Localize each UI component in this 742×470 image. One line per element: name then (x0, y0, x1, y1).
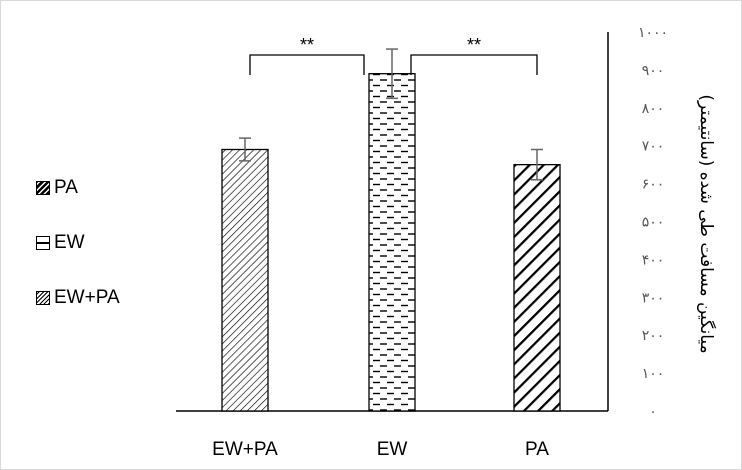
legend-label-ew-pa: EW+PA (54, 287, 120, 308)
x-tick-label-ew: EW (377, 439, 408, 460)
legend-swatch-pa (36, 181, 50, 195)
legend: PA EW EW+PA (36, 176, 120, 341)
legend-item-pa: PA (36, 176, 120, 200)
y-tick-label: ٠ (649, 404, 657, 420)
legend-item-ew: EW (36, 231, 120, 255)
bar-pa (513, 163, 561, 412)
y-tick-label: ۵٠٠ (642, 215, 665, 231)
y-axis-label: میانگین مسافت طی شده (سانتیمتر) (696, 94, 716, 354)
bar-ew-pa (221, 148, 269, 412)
legend-label-ew: EW (54, 232, 85, 253)
y-tick-label: ٩٠٠ (642, 63, 665, 79)
significance-label: ** (467, 35, 481, 55)
significance-label: ** (300, 35, 314, 55)
y-tick-label: ٧٠٠ (642, 139, 665, 155)
bar-ew (368, 73, 416, 412)
y-tick-label: ١٠٠٠ (638, 25, 668, 41)
y-tick-label: ٢٠٠ (642, 328, 665, 344)
y-tick-label: ١٠٠ (642, 366, 665, 382)
y-tick-label: ٨٠٠ (642, 101, 665, 117)
significance-bracket (249, 54, 365, 75)
x-tick-label-ew-pa: EW+PA (212, 439, 278, 460)
chart-marks: EW+PA EW PA ٠ ١٠٠ ٢٠٠ ٣٠٠ ۴٠٠ ۵٠٠ ۶٠٠ ٧٠٠ ٨٠٠ ٩٠٠ ١٠٠… (212, 25, 668, 460)
legend-swatch-ew-pa (36, 291, 50, 305)
legend-swatch-ew (36, 236, 50, 250)
y-tick-label: ۶٠٠ (642, 177, 665, 193)
significance-bracket (410, 54, 538, 75)
y-tick-label: ۴٠٠ (642, 252, 665, 268)
legend-item-ew-pa: EW+PA (36, 286, 120, 310)
x-tick-label-pa: PA (525, 439, 549, 460)
y-tick-label: ٣٠٠ (642, 290, 665, 306)
legend-label-pa: PA (54, 177, 78, 198)
